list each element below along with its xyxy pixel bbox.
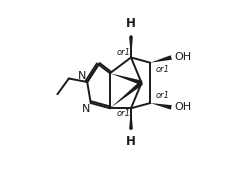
Text: OH: OH bbox=[174, 53, 191, 62]
Polygon shape bbox=[110, 81, 143, 108]
Polygon shape bbox=[150, 55, 172, 63]
Text: H: H bbox=[126, 17, 136, 30]
Polygon shape bbox=[129, 108, 133, 129]
Text: or1: or1 bbox=[155, 91, 170, 100]
Polygon shape bbox=[129, 36, 133, 57]
Text: OH: OH bbox=[174, 102, 191, 112]
Text: N: N bbox=[81, 104, 90, 114]
Text: or1: or1 bbox=[116, 48, 130, 57]
Text: H: H bbox=[126, 135, 136, 148]
Text: or1: or1 bbox=[116, 109, 130, 118]
Polygon shape bbox=[150, 103, 172, 110]
Text: or1: or1 bbox=[155, 65, 170, 74]
Polygon shape bbox=[110, 73, 142, 85]
Text: N: N bbox=[78, 71, 86, 81]
